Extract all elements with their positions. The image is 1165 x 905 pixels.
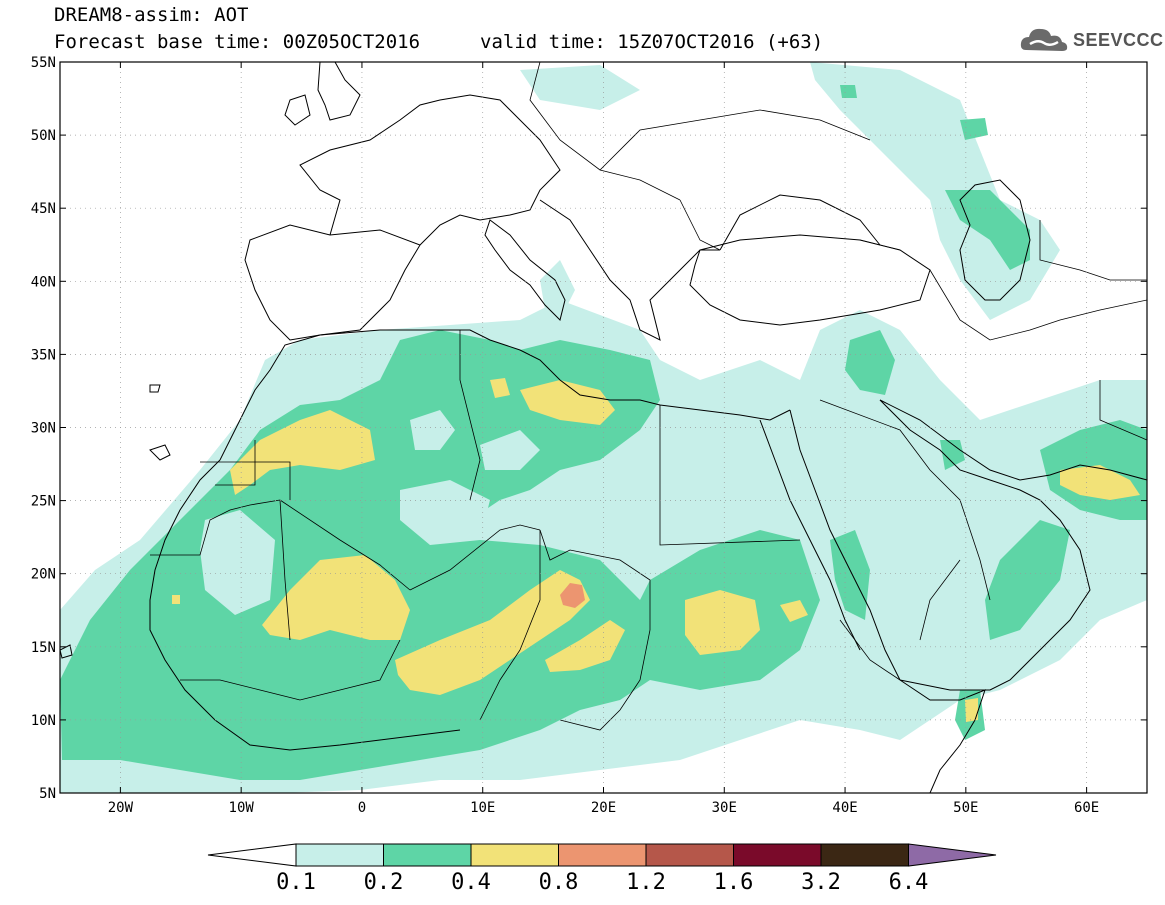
aot-level-0.2 [60, 85, 1147, 780]
aot-level-0.1-holes [400, 410, 700, 545]
lon-label: 20W [108, 800, 134, 816]
lon-label: 20E [591, 800, 616, 816]
colorbar-box [383, 843, 472, 867]
lat-label: 30N [31, 421, 56, 437]
colorbar-label: 3.2 [801, 870, 841, 895]
lat-label: 15N [31, 640, 56, 656]
colorbar-under-arrow [207, 843, 297, 867]
lat-label: 50N [31, 128, 56, 144]
forecast-times: Forecast base time: 00Z05OCT2016 valid ti… [54, 31, 823, 53]
colorbar-label: 0.8 [538, 870, 579, 895]
colorbar-box [558, 843, 647, 867]
colorbar-label: 1.6 [713, 870, 754, 895]
colorbar-box [295, 843, 384, 867]
lon-label: 0 [358, 800, 366, 816]
lon-label: 10E [470, 800, 495, 816]
logo-text: SEEVCCC [1073, 30, 1164, 50]
colorbar [207, 843, 997, 867]
seevccc-logo: SEEVCCC [1018, 22, 1163, 58]
lon-label: 40E [832, 800, 857, 816]
colorbar-box [470, 843, 559, 867]
aot-level-0.4 [172, 378, 1140, 722]
base-time: Forecast base time: 00Z05OCT2016 [54, 31, 421, 53]
lat-label: 55N [31, 55, 56, 71]
colorbar-label: 6.4 [888, 870, 929, 895]
lat-label: 10N [31, 713, 56, 729]
colorbar-box [820, 843, 909, 867]
longitude-labels: 20W 10W 0 10E 20E 30E 40E 50E 60E [108, 800, 1100, 816]
aot-level-0.8 [560, 583, 585, 608]
lon-label: 30E [712, 800, 737, 816]
lat-label: 25N [31, 494, 56, 510]
lat-label: 35N [31, 347, 56, 363]
colorbar-label: 0.1 [276, 870, 316, 895]
cloud-logo-icon [1020, 28, 1068, 51]
colorbar-box [733, 843, 822, 867]
colorbar-label: 1.2 [626, 870, 666, 895]
graticule [60, 62, 1147, 793]
colorbar-over-arrow [908, 843, 997, 867]
lon-label: 60E [1074, 800, 1099, 816]
map-title: DREAM8-assim: AOT [54, 4, 249, 26]
lat-label: 40N [31, 274, 56, 290]
colorbar-label: 0.2 [363, 870, 404, 895]
latitude-labels: 55N 50N 45N 40N 35N 30N 25N 20N 15N 10N 5N [31, 55, 56, 802]
lat-label: 45N [31, 201, 56, 217]
country-borders [150, 62, 1147, 731]
lon-label: 10W [229, 800, 255, 816]
lon-label: 50E [953, 800, 978, 816]
lat-label: 20N [31, 567, 56, 583]
colorbar-box [645, 843, 734, 867]
lat-label: 5N [39, 786, 56, 802]
colorbar-label: 0.4 [451, 870, 491, 895]
coastlines [60, 62, 1147, 793]
axis-ticks [60, 61, 1147, 794]
valid-time: valid time: 15Z07OCT2016 (+63) [480, 31, 824, 53]
